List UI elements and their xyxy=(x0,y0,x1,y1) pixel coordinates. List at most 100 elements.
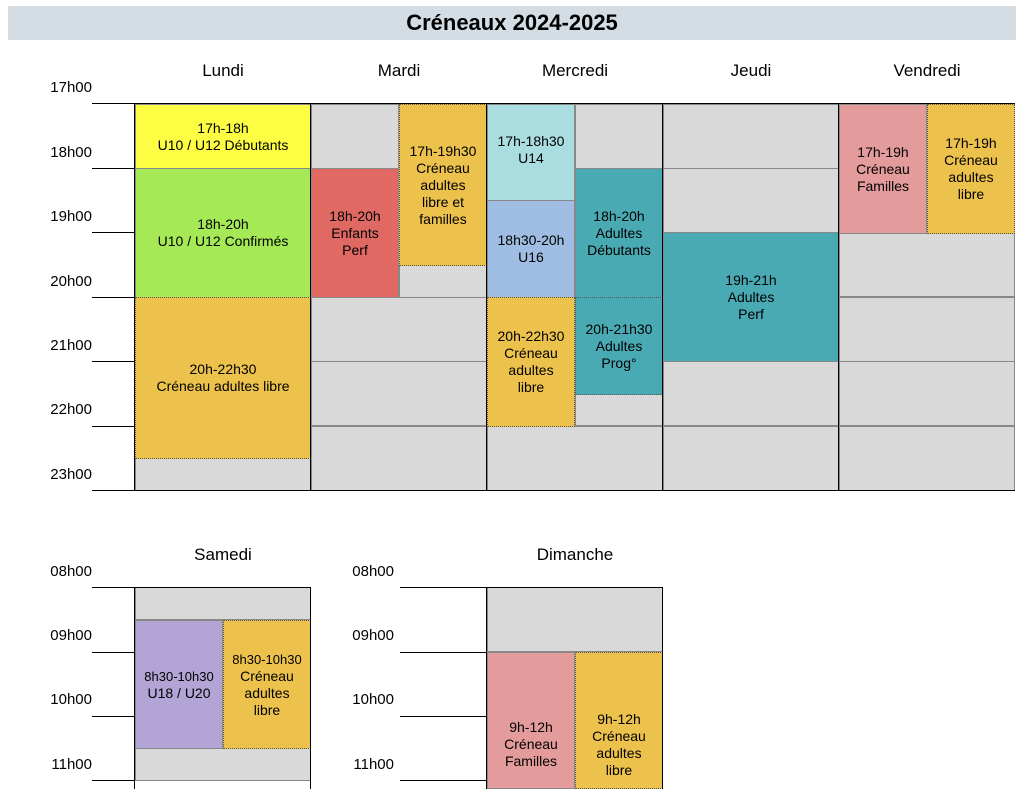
hour-tick xyxy=(92,168,135,169)
hour-tick xyxy=(92,361,135,362)
hour-tick xyxy=(92,297,135,298)
slot-time: 17h-19h xyxy=(945,135,997,151)
hour-tick xyxy=(400,780,487,781)
slot-label: libre xyxy=(253,701,281,718)
slot-mercredi-adultes-debutants: 18h-20h Adultes Débutants xyxy=(575,168,663,298)
day-header-mercredi: Mercredi xyxy=(541,61,609,80)
day-header-samedi: Samedi xyxy=(194,545,252,564)
slot-label: adultes xyxy=(244,684,290,701)
day-separator xyxy=(662,587,663,789)
slot-jeudi-adultes-perf: 19h-21h Adultes Perf xyxy=(663,232,839,362)
hour-tick xyxy=(92,716,135,717)
slot-time: 19h-21h xyxy=(725,271,777,288)
hour-label: 23h00 xyxy=(50,466,92,483)
slot-samedi-u18-u20: 8h30-10h30 U18 / U20 xyxy=(135,620,223,749)
slot-label: Créneau xyxy=(944,152,998,168)
hour-label: 08h00 xyxy=(352,563,394,580)
slot-label: libre et xyxy=(421,193,465,210)
hour-label: 17h00 xyxy=(50,79,92,96)
slot-time: 17h-18h30 xyxy=(497,133,565,149)
hour-label: 09h00 xyxy=(50,627,92,644)
slot-label: adultes xyxy=(596,745,642,761)
hour-line xyxy=(92,587,311,588)
slot-label: Créneau xyxy=(504,736,558,752)
slot-time: 18h-20h xyxy=(329,207,381,224)
slot-time: 8h30-10h30 xyxy=(232,651,302,667)
slot-label: Adultes xyxy=(727,288,775,305)
empty-slot xyxy=(839,361,1015,426)
empty-slot xyxy=(135,748,311,781)
slot-mercredi-u16: 18h30-20h U16 xyxy=(487,200,575,298)
slot-mercredi-u14: 17h-18h30 U14 xyxy=(487,104,575,201)
slot-time: 18h-20h xyxy=(197,216,249,232)
empty-slot xyxy=(311,104,399,169)
slot-time: 17h-19h xyxy=(857,143,909,160)
empty-slot xyxy=(663,361,839,426)
slot-label: adultes xyxy=(948,169,994,185)
slot-mardi-enfants-perf: 18h-20h Enfants Perf xyxy=(311,168,399,298)
slot-label: Débutants xyxy=(587,241,651,258)
hour-tick xyxy=(400,652,487,653)
day-header-vendredi: Vendredi xyxy=(893,61,961,80)
slot-label: Créneau xyxy=(240,667,294,684)
slot-vendredi-familles: 17h-19h Créneau Familles xyxy=(839,104,927,234)
slot-label: Adultes xyxy=(595,337,643,354)
slot-time: 20h-21h30 xyxy=(585,320,653,337)
slot-time: 17h-18h xyxy=(197,119,249,136)
slot-label: U18 / U20 xyxy=(147,684,211,701)
hour-label: 18h00 xyxy=(50,144,92,161)
hour-tick xyxy=(92,652,135,653)
hour-tick xyxy=(92,232,135,233)
slot-label: U10 / U12 Confirmés xyxy=(157,233,289,249)
hour-label: 09h00 xyxy=(352,627,394,644)
slot-label: U14 xyxy=(518,150,544,166)
slot-label: libre xyxy=(605,762,633,778)
empty-slot xyxy=(135,458,311,491)
slot-dimanche-familles: 9h-12h Créneau Familles xyxy=(487,652,575,789)
slot-time: 17h-19h30 xyxy=(409,142,477,159)
slot-time: 18h-20h xyxy=(593,207,645,224)
slot-mardi-adultes-familles: 17h-19h30 Créneau adultes libre et famil… xyxy=(399,104,487,266)
day-separator xyxy=(662,103,663,491)
slot-lundi-u10-confirmes: 18h-20h U10 / U12 Confirmés xyxy=(135,168,311,298)
slot-label: adultes xyxy=(420,176,466,193)
hour-tick xyxy=(92,780,135,781)
slot-label: Familles xyxy=(856,177,910,194)
slot-label: Enfants xyxy=(331,224,379,241)
day-header-lundi: Lundi xyxy=(202,61,244,80)
empty-slot xyxy=(663,104,839,169)
hour-label: 08h00 xyxy=(50,563,92,580)
slot-label: U16 xyxy=(518,249,544,265)
slot-label: Créneau adultes libre xyxy=(156,378,290,394)
slot-time: 18h30-20h xyxy=(497,232,565,248)
empty-slot xyxy=(487,426,663,491)
slot-label: Perf xyxy=(342,241,368,258)
day-separator xyxy=(310,103,311,491)
slot-label: Prog° xyxy=(601,354,637,371)
hour-label: 10h00 xyxy=(352,691,394,708)
slot-label: Créneau xyxy=(856,160,910,177)
hour-label: 22h00 xyxy=(50,401,92,418)
empty-slot xyxy=(663,168,839,233)
slot-label: adultes xyxy=(508,362,554,378)
hour-label: 21h00 xyxy=(50,337,92,354)
hour-line xyxy=(92,103,1015,104)
day-separator xyxy=(134,103,135,491)
day-separator xyxy=(310,587,311,789)
slot-label: familles xyxy=(419,210,467,227)
slot-label: Créneau xyxy=(416,159,470,176)
empty-slot xyxy=(575,104,663,169)
empty-slot xyxy=(399,265,487,298)
empty-slot xyxy=(575,394,663,426)
slot-mercredi-adultes-libre: 20h-22h30 Créneau adultes libre xyxy=(487,297,575,427)
empty-slot xyxy=(839,232,1015,297)
empty-slot xyxy=(311,297,487,362)
slot-dimanche-adultes-libre: 9h-12h Créneau adultes libre xyxy=(575,652,663,789)
slot-time: 20h-22h30 xyxy=(189,361,257,377)
slot-label: libre xyxy=(517,379,545,395)
hour-tick xyxy=(92,426,135,427)
day-separator xyxy=(838,103,839,491)
slot-lundi-u10-debutants: 17h-18h U10 / U12 Débutants xyxy=(135,104,311,169)
slot-label: libre xyxy=(957,186,985,202)
slot-mercredi-adultes-prog: 20h-21h30 Adultes Prog° xyxy=(575,297,663,395)
